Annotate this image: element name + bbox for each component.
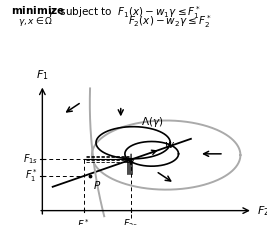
Text: $w$: $w$ [164, 140, 176, 150]
Text: $F_1$: $F_1$ [36, 68, 49, 82]
Text: $\mathbf{minimize}$: $\mathbf{minimize}$ [11, 4, 65, 16]
Text: $\gamma, x\in\Omega$: $\gamma, x\in\Omega$ [18, 15, 53, 28]
Text: $F_1^*$: $F_1^*$ [25, 168, 38, 184]
Text: $F_2(x)-w_2\gamma\leq F_2^*$: $F_2(x)-w_2\gamma\leq F_2^*$ [128, 14, 212, 30]
Text: $F_{1s}$: $F_{1s}$ [23, 152, 38, 166]
Text: $\Lambda(\gamma)$: $\Lambda(\gamma)$ [142, 115, 164, 129]
Text: $P$: $P$ [93, 178, 101, 191]
Text: $F_{2s}$: $F_{2s}$ [123, 217, 139, 225]
Text: $F_2^*$: $F_2^*$ [77, 217, 90, 225]
Text: $\gamma$  subject to  $F_1(x)-w_1\gamma\leq F_1^*$: $\gamma$ subject to $F_1(x)-w_1\gamma\le… [47, 4, 201, 21]
Text: $F_2$: $F_2$ [257, 204, 267, 218]
